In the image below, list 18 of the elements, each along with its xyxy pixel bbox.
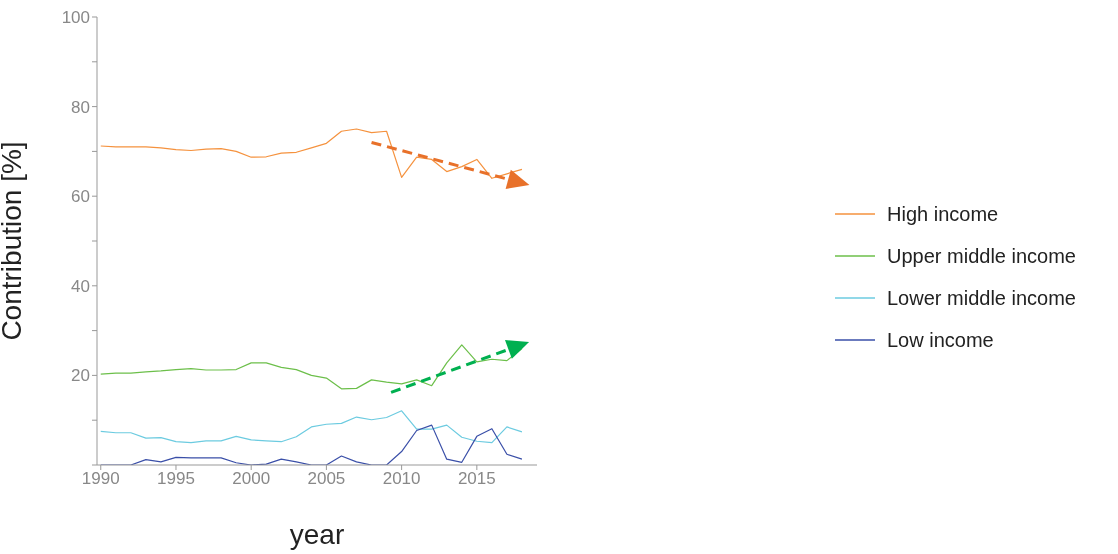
line-series [100, 410, 523, 444]
x-tick-label: 2005 [307, 469, 346, 489]
x-tick-label: 2000 [232, 469, 271, 489]
y-tick-label: 100 [61, 8, 90, 28]
legend-label: Upper middle income [887, 244, 1076, 268]
legend-label: Lower middle income [887, 286, 1076, 310]
x-tick-label: 2010 [382, 469, 421, 489]
legend-label: Low income [887, 328, 994, 352]
y-tick-label: 80 [71, 97, 90, 117]
x-tick-label: 2015 [457, 469, 496, 489]
y-axis-title: Contribution [%] [0, 141, 27, 341]
x-axis-title: year [289, 519, 345, 550]
x-tick-label: 1990 [81, 469, 120, 489]
legend-label: High income [887, 202, 999, 226]
y-tick-label: 40 [71, 276, 90, 296]
x-tick-label: 1995 [157, 469, 195, 489]
y-tick-label: 20 [71, 366, 90, 386]
y-tick-label: 60 [71, 187, 90, 207]
